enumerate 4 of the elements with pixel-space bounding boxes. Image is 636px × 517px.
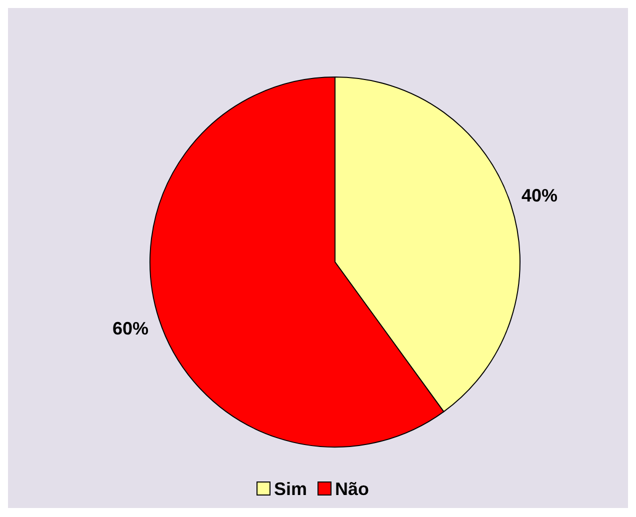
data-label: 60%	[112, 318, 149, 338]
legend-label: Não	[335, 479, 370, 499]
legend-label: Sim	[274, 479, 308, 499]
data-label: 40%	[521, 186, 558, 206]
